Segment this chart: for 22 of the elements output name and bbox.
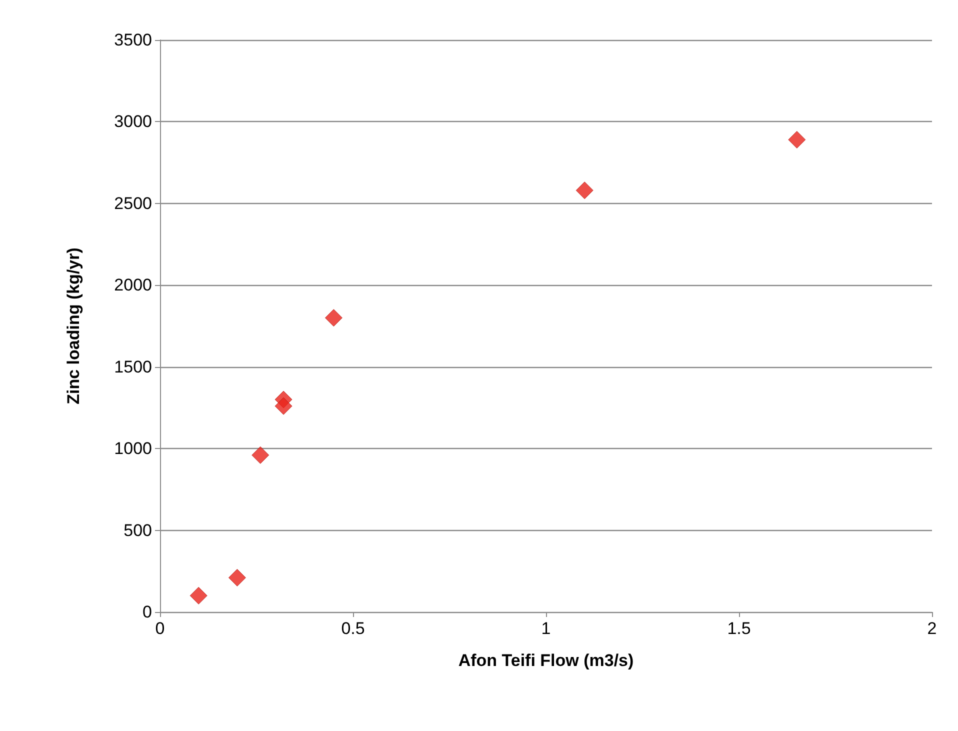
x-axis-title: Afon Teifi Flow (m3/s) — [458, 651, 634, 670]
point — [788, 130, 806, 148]
point — [228, 568, 246, 586]
point — [252, 446, 270, 464]
point — [190, 586, 208, 604]
x-tick-label: 1.5 — [727, 619, 751, 638]
point — [324, 309, 342, 327]
y-tick-label: 2500 — [114, 194, 152, 213]
y-tick-label: 2000 — [114, 276, 152, 295]
x-tick-label: 0 — [155, 619, 165, 638]
y-tick-label: 1500 — [114, 357, 152, 376]
x-tick-label: 1 — [541, 619, 551, 638]
y-tick-label: 500 — [124, 520, 152, 540]
x-tick-label: 2 — [927, 619, 937, 638]
y-tick-label: 3500 — [114, 30, 152, 50]
y-tick-label: 1000 — [114, 439, 152, 458]
point — [274, 397, 292, 415]
y-axis-title: Zinc loading (kg/yr) — [64, 248, 83, 404]
y-tick-label: 0 — [142, 602, 152, 622]
y-tick-label: 3000 — [114, 112, 152, 132]
point — [576, 182, 594, 200]
x-tick-label: 0.5 — [341, 619, 365, 638]
